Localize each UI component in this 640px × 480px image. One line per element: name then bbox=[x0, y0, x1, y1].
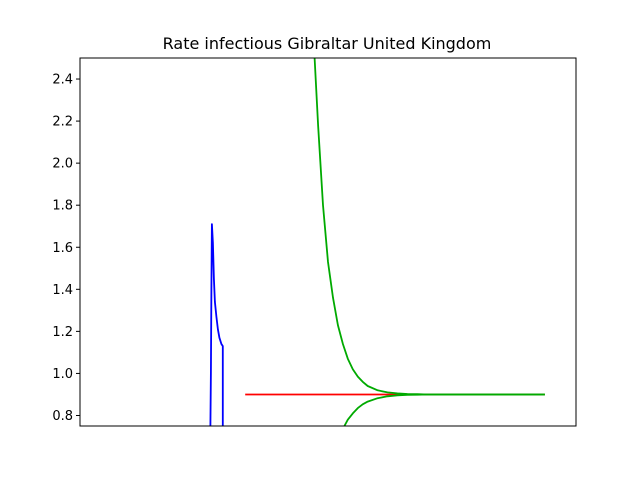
y-tick-label: 1.4 bbox=[52, 283, 73, 298]
plot-frame bbox=[79, 57, 577, 427]
series-line-3 bbox=[313, 58, 545, 396]
series-line-4 bbox=[343, 393, 545, 426]
y-tick-label: 1.0 bbox=[52, 367, 73, 382]
y-tick-label: 2.4 bbox=[52, 73, 73, 88]
y-tick-label: 2.0 bbox=[52, 157, 73, 172]
y-tick-label: 1.8 bbox=[52, 199, 73, 214]
y-axis: 0.8 1.0 1.2 1.4 1.6 1.8 2.0 2.2 2.4 bbox=[52, 73, 80, 424]
series-layer bbox=[209, 58, 545, 426]
y-tick-label: 2.2 bbox=[52, 115, 73, 130]
y-tick-label: 1.2 bbox=[52, 325, 73, 340]
chart-title: Rate infectious Gibraltar United Kingdom bbox=[163, 34, 492, 53]
y-tick-label: 0.8 bbox=[52, 409, 73, 424]
y-tick-label: 1.6 bbox=[52, 241, 73, 256]
series-line-1 bbox=[209, 223, 224, 426]
